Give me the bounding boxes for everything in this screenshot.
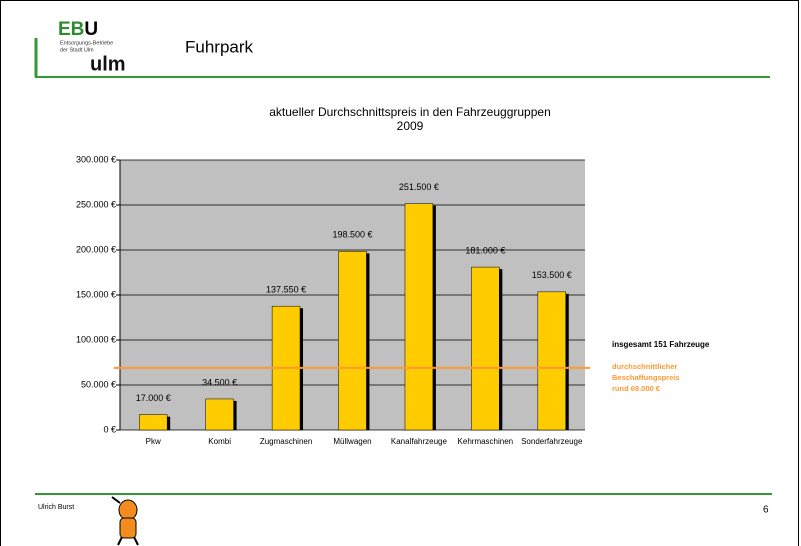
- y-tick-label: 200.000 €: [76, 244, 116, 254]
- x-tick-label: Pkw: [146, 437, 161, 446]
- x-tick-label: Kombi: [208, 437, 231, 446]
- bar: [205, 398, 234, 431]
- page-number: 6: [763, 505, 769, 516]
- value-label: 137.550 €: [266, 285, 306, 295]
- x-tick-label: Sonderfahrzeuge: [521, 437, 583, 446]
- value-label: 181.000 €: [465, 245, 505, 255]
- annotation: insgesamt 151 Fahrzeuge: [612, 340, 710, 349]
- y-tick-label: 250.000 €: [76, 199, 116, 209]
- value-label: 153.500 €: [532, 270, 572, 280]
- y-tick-label: 150.000 €: [76, 289, 116, 299]
- x-tick-label: Kanalfahrzeuge: [391, 437, 448, 446]
- slide-title: Fuhrpark: [185, 37, 254, 56]
- x-tick-label: Zugmaschinen: [260, 437, 312, 446]
- y-tick-label: 100.000 €: [76, 334, 116, 344]
- bar: [139, 414, 168, 431]
- value-label: 17.000 €: [136, 393, 171, 403]
- logo-sub: Entsorgungs-Betriebe: [60, 40, 113, 46]
- logo-city: ulm: [90, 53, 126, 75]
- y-tick-label: 300.000 €: [76, 154, 116, 164]
- value-label: 251.500 €: [399, 182, 439, 192]
- x-tick-label: Müllwagen: [333, 437, 371, 446]
- y-tick-label: 0 €: [103, 424, 116, 434]
- bar: [537, 291, 566, 431]
- bar: [471, 266, 500, 431]
- bar: [404, 203, 434, 431]
- x-tick-label: Kehrmaschinen: [458, 437, 514, 446]
- logo-green: EB: [58, 19, 84, 40]
- logo-black: U: [84, 19, 98, 40]
- annotation: Beschaffungspreis: [612, 373, 680, 382]
- chart-title: aktueller Durchschnittspreis in den Fahr…: [269, 105, 551, 119]
- annotation: durchschnittlicher: [612, 362, 678, 371]
- annotation: rund 69.000 €: [612, 384, 661, 393]
- bar: [338, 251, 367, 431]
- y-tick-label: 50.000 €: [81, 379, 116, 389]
- mascot: [111, 496, 139, 546]
- value-label: 198.500 €: [332, 230, 372, 240]
- chart-subtitle: 2009: [397, 119, 424, 133]
- logo-sub: der Stadt Ulm: [60, 47, 94, 53]
- logo: EBU: [58, 19, 98, 40]
- value-label: 34.500 €: [202, 377, 237, 387]
- footer-author: Ulrich Burst: [38, 504, 74, 511]
